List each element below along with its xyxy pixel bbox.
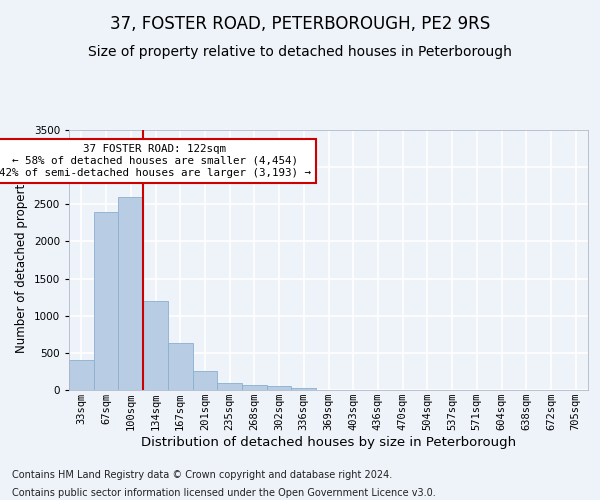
Bar xyxy=(69,360,94,390)
Text: Contains public sector information licensed under the Open Government Licence v3: Contains public sector information licen… xyxy=(12,488,436,498)
Bar xyxy=(267,386,292,390)
Text: 37, FOSTER ROAD, PETERBOROUGH, PE2 9RS: 37, FOSTER ROAD, PETERBOROUGH, PE2 9RS xyxy=(110,15,490,33)
Text: Contains HM Land Registry data © Crown copyright and database right 2024.: Contains HM Land Registry data © Crown c… xyxy=(12,470,392,480)
Text: 37 FOSTER ROAD: 122sqm
← 58% of detached houses are smaller (4,454)
42% of semi-: 37 FOSTER ROAD: 122sqm ← 58% of detached… xyxy=(0,144,311,178)
Bar xyxy=(118,197,143,390)
Bar xyxy=(193,370,217,390)
Bar xyxy=(143,301,168,390)
Bar xyxy=(242,385,267,390)
Y-axis label: Number of detached properties: Number of detached properties xyxy=(15,167,28,353)
Bar xyxy=(217,382,242,390)
Bar xyxy=(94,212,118,390)
Bar xyxy=(292,388,316,390)
Bar xyxy=(168,343,193,390)
X-axis label: Distribution of detached houses by size in Peterborough: Distribution of detached houses by size … xyxy=(141,436,516,449)
Text: Size of property relative to detached houses in Peterborough: Size of property relative to detached ho… xyxy=(88,45,512,59)
